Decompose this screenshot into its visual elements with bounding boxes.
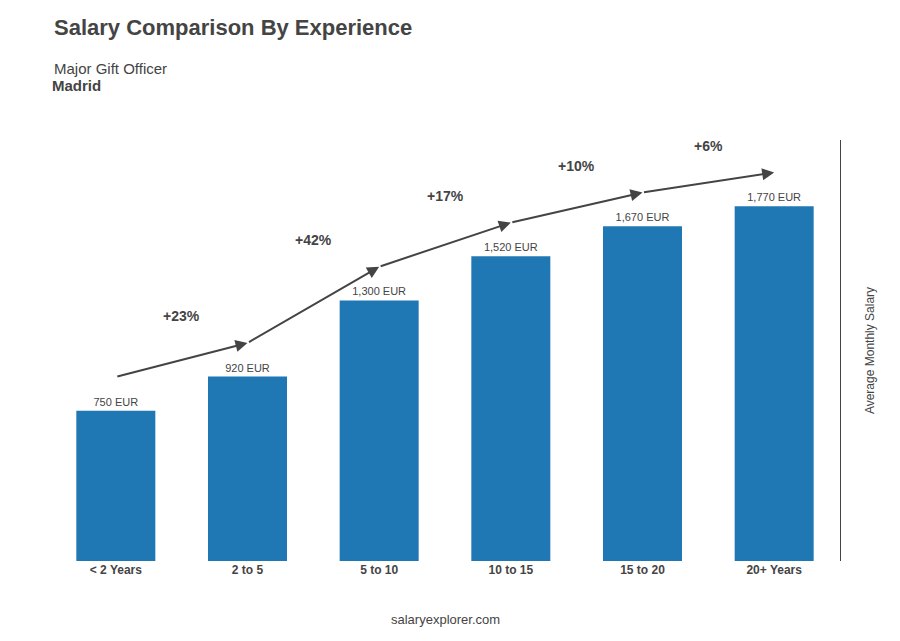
svg-text:Salary Comparison By Experienc: Salary Comparison By Experience bbox=[54, 15, 412, 40]
svg-text:+17%: +17% bbox=[427, 188, 464, 204]
svg-text:20+ Years: 20+ Years bbox=[746, 563, 802, 577]
svg-text:15 to 20: 15 to 20 bbox=[620, 563, 665, 577]
svg-text:2 to 5: 2 to 5 bbox=[232, 563, 264, 577]
svg-text:5 to 10: 5 to 10 bbox=[360, 563, 398, 577]
svg-text:Major Gift Officer: Major Gift Officer bbox=[54, 60, 167, 77]
svg-text:< 2 Years: < 2 Years bbox=[90, 563, 142, 577]
svg-text:1,300 EUR: 1,300 EUR bbox=[352, 285, 406, 297]
svg-text:+42%: +42% bbox=[295, 232, 332, 248]
svg-text:1,670 EUR: 1,670 EUR bbox=[616, 211, 670, 223]
svg-text:+23%: +23% bbox=[163, 308, 200, 324]
svg-text:salaryexplorer.com: salaryexplorer.com bbox=[391, 612, 500, 627]
svg-text:1,520 EUR: 1,520 EUR bbox=[484, 241, 538, 253]
svg-text:+10%: +10% bbox=[558, 158, 595, 174]
svg-text:Average Monthly Salary: Average Monthly Salary bbox=[863, 287, 877, 414]
svg-text:Madrid: Madrid bbox=[52, 77, 101, 94]
svg-text:10 to 15: 10 to 15 bbox=[488, 563, 533, 577]
svg-text:+6%: +6% bbox=[694, 138, 723, 154]
svg-text:750 EUR: 750 EUR bbox=[93, 396, 138, 408]
svg-text:920 EUR: 920 EUR bbox=[225, 362, 270, 374]
svg-text:1,770 EUR: 1,770 EUR bbox=[747, 191, 801, 203]
